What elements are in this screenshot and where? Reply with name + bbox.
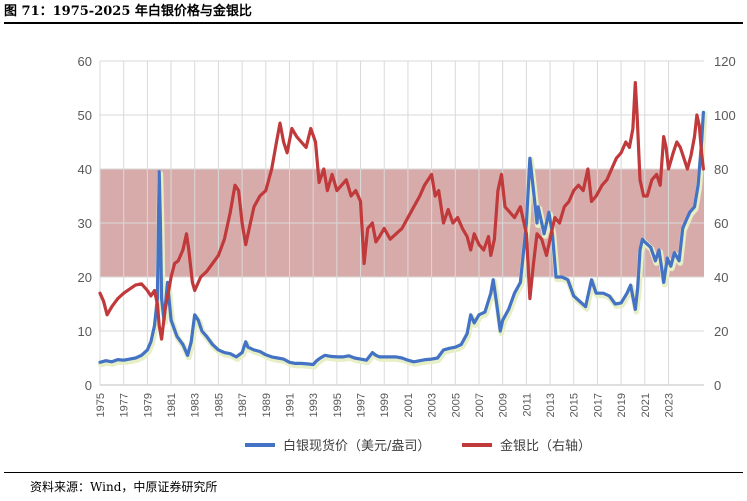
x-tick-label: 1989: [261, 393, 273, 417]
y-right-tick-label: 60: [714, 216, 728, 231]
y-left-tick-label: 20: [78, 270, 92, 285]
silver-price-line: [98, 110, 705, 367]
x-tick-label: 2007: [474, 393, 486, 417]
x-tick-label: 2021: [640, 393, 652, 417]
x-tick-label: 1979: [142, 393, 154, 417]
y-right-tick-label: 80: [714, 162, 728, 177]
x-tick-label: 1981: [166, 393, 178, 417]
y-right-tick-label: 0: [714, 378, 721, 393]
x-tick-label: 2013: [545, 393, 557, 417]
x-tick-label: 1993: [308, 393, 320, 417]
x-tick-label: 2017: [592, 393, 604, 417]
y-left-tick-label: 30: [78, 216, 92, 231]
x-tick-label: 2005: [450, 393, 462, 417]
y-left-tick-label: 60: [78, 54, 92, 69]
x-tick-label: 1999: [379, 393, 391, 417]
source-note: 资料来源：Wind，中原证券研究所: [30, 480, 218, 494]
title-rule: [4, 22, 743, 24]
x-tick-label: 2023: [663, 393, 675, 417]
x-tick-label: 1991: [284, 393, 296, 417]
x-tick-label: 2015: [569, 393, 581, 417]
y-left-tick-label: 50: [78, 108, 92, 123]
y-left-tick-label: 10: [78, 324, 92, 339]
x-tick-label: 1985: [213, 393, 225, 417]
x-tick-label: 2009: [498, 393, 510, 417]
x-tick-label: 1987: [237, 393, 249, 417]
gold-silver-ratio-line: [98, 81, 705, 341]
source-rule: [4, 472, 743, 473]
legend-ratio-label: 金银比（右轴）: [500, 438, 591, 454]
legend-silver-label: 白银现货价（美元/盎司）: [283, 438, 430, 454]
x-tick-label: 2001: [403, 393, 415, 417]
x-tick-label: 2019: [616, 393, 628, 417]
figure-title: 图 71：1975-2025 年白银价格与金银比: [4, 4, 252, 19]
y-right-tick-label: 40: [714, 270, 728, 285]
silver-price-gold-silver-ratio-chart: 0 10 20 30 40 50 60 0 20 40 60 80 100 120 1975 1977 1979…: [78, 54, 736, 454]
x-tick-label: 1983: [190, 393, 202, 417]
y-right-tick-label: 100: [714, 108, 736, 123]
y-left-tick-label: 0: [85, 378, 92, 393]
x-tick-label: 1975: [95, 393, 107, 417]
x-tick-label: 2003: [427, 393, 439, 417]
x-tick-label: 1997: [356, 393, 368, 417]
y-right-tick-label: 20: [714, 324, 728, 339]
x-tick-label: 1995: [332, 393, 344, 417]
x-tick-label: 2011: [521, 393, 533, 417]
y-right-tick-label: 120: [714, 54, 736, 69]
y-left-tick-label: 40: [78, 162, 92, 177]
x-tick-label: 1977: [119, 393, 131, 417]
